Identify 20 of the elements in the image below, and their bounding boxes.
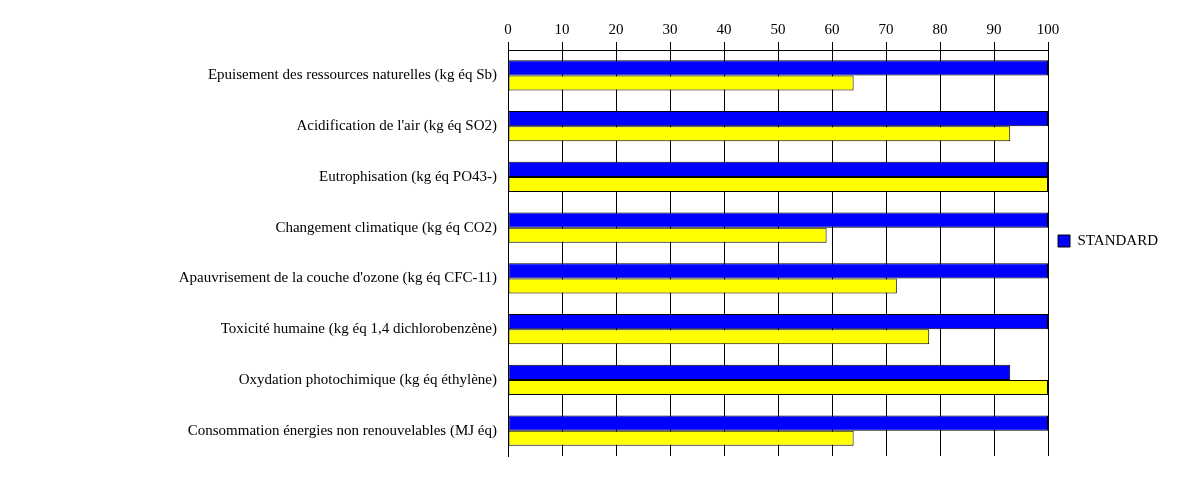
y-tick-label: Oxydation photochimique (kg éq éthylène) <box>238 370 497 388</box>
x-tick-label: 100 <box>1036 20 1060 37</box>
x-tick-label: 0 <box>504 20 512 37</box>
x-tick-label: 20 <box>608 20 624 37</box>
x-tick-label: 70 <box>878 20 894 37</box>
y-tick-label: Acidification de l'air (kg éq SO2) <box>296 117 497 135</box>
y-tick-label: Toxicité humaine (kg éq 1,4 dichlorobenzène) <box>220 320 497 338</box>
y-tick-label: Epuisement des ressources naturelles (kg éq Sb) <box>207 66 497 84</box>
x-tick-label: 80 <box>932 20 948 37</box>
x-tick-label: 50 <box>770 20 786 37</box>
y-tick-label: Consommation énergies non renouvelables (MJ éq) <box>187 421 497 439</box>
x-tick-label: 90 <box>986 20 1002 37</box>
y-tick-label: Apauvrisement de la couche d'ozone (kg éq CFC-11) <box>178 269 497 287</box>
y-tick-label: Eutrophisation (kg éq PO43-) <box>319 167 497 185</box>
legend-label: STANDARD <box>1077 231 1159 248</box>
x-tick-label: 40 <box>716 20 732 37</box>
x-tick-label: 30 <box>662 20 678 37</box>
x-tick-label: 10 <box>554 20 570 37</box>
y-tick-label: Changement climatique (kg éq CO2) <box>275 218 497 236</box>
x-tick-label: 60 <box>824 20 840 37</box>
